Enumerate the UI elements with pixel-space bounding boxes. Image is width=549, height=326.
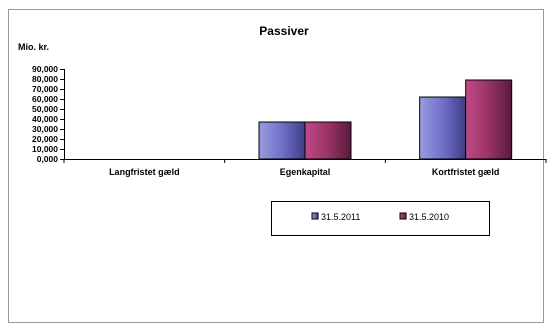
y-tick-label: 0,000	[37, 154, 59, 164]
y-tick-label: 50,000	[32, 104, 58, 114]
bar-series-2	[304, 121, 352, 160]
y-tick-label: 60,000	[32, 94, 58, 104]
chart-frame	[8, 9, 544, 323]
bar-series-1	[258, 121, 306, 160]
y-tick-label: 20,000	[32, 134, 58, 144]
legend-label: 31.5.2010	[409, 212, 449, 222]
x-category-label: Egenkapital	[280, 167, 331, 177]
legend-swatch	[399, 212, 407, 220]
legend-label: 31.5.2011	[321, 212, 360, 222]
x-category-label: Kortfristet gæld	[432, 167, 500, 177]
legend-swatch	[311, 212, 319, 220]
bar-series-1	[419, 96, 467, 160]
y-tick-label: 90,000	[32, 64, 58, 74]
legend-box	[271, 201, 490, 236]
y-tick-label: 70,000	[32, 84, 58, 94]
y-tick-label: 40,000	[32, 114, 58, 124]
y-tick-label: 80,000	[32, 74, 58, 84]
y-tick-label: 10,000	[32, 144, 58, 154]
bar-series-2	[465, 79, 513, 160]
x-category-label: Langfristet gæld	[109, 167, 180, 177]
y-tick-label: 30,000	[32, 124, 58, 134]
chart-title: Passiver	[259, 24, 309, 38]
y-axis-label: Mio. kr.	[18, 42, 49, 52]
